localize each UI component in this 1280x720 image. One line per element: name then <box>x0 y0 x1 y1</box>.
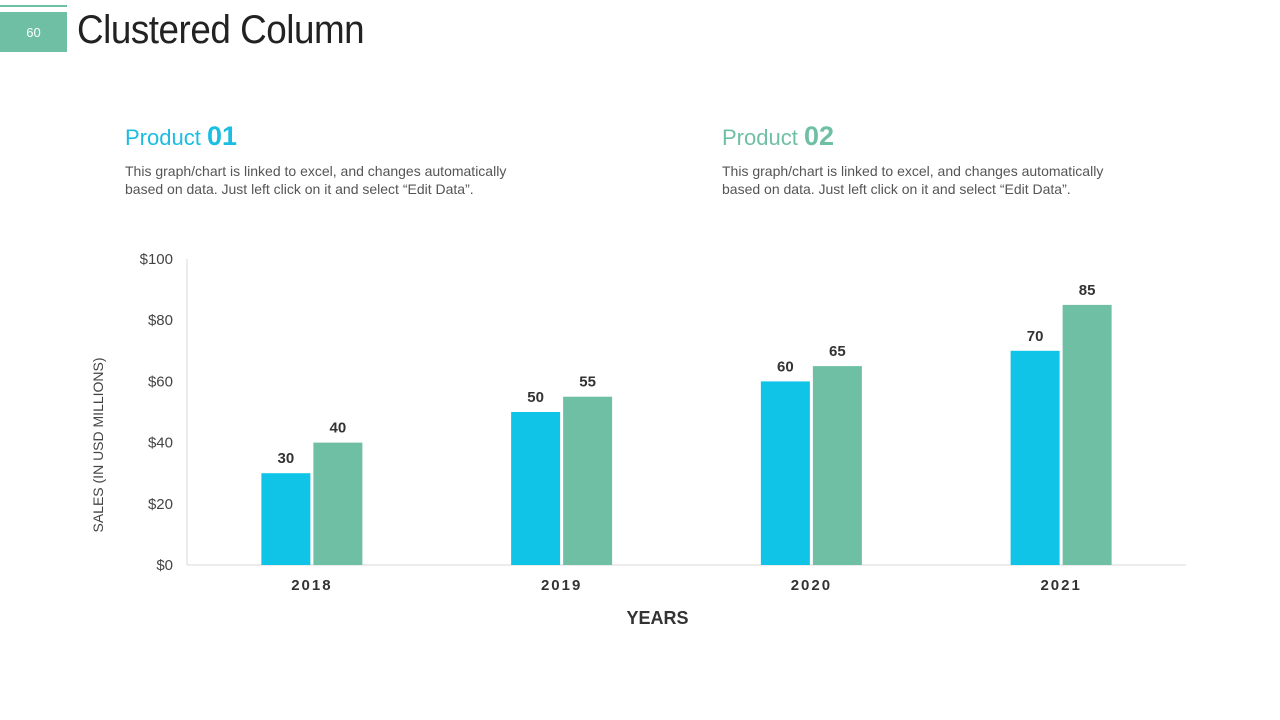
product-01-block: Product 01 This graph/chart is linked to… <box>125 120 545 198</box>
product-01-number: 01 <box>206 121 237 151</box>
bar-series-1 <box>511 412 561 565</box>
y-tick-label: $0 <box>156 557 173 574</box>
data-label: 55 <box>579 374 596 391</box>
bar-series-2 <box>313 442 363 565</box>
y-tick-label: $60 <box>148 373 173 390</box>
bar-series-2 <box>1062 304 1112 565</box>
data-label: 85 <box>1079 282 1096 299</box>
bar-series-2 <box>812 366 862 565</box>
y-tick-label: $80 <box>148 312 173 329</box>
data-label: 70 <box>1027 328 1044 345</box>
data-label: 30 <box>278 450 295 467</box>
bar-series-2 <box>563 396 613 565</box>
y-axis-title: SALES (IN USD MILLIONS) <box>90 357 106 532</box>
x-tick-label: 2020 <box>791 577 832 594</box>
header-accent-line <box>0 5 67 7</box>
product-02-description: This graph/chart is linked to excel, and… <box>722 163 1104 197</box>
page-number-badge: 60 <box>0 12 67 52</box>
bar-series-1 <box>261 473 311 565</box>
product-01-description: This graph/chart is linked to excel, and… <box>125 163 507 197</box>
product-02-number: 02 <box>803 121 834 151</box>
data-label: 40 <box>330 420 347 437</box>
bar-series-1 <box>760 381 810 565</box>
product-02-block: Product 02 This graph/chart is linked to… <box>722 120 1142 198</box>
x-tick-label: 2021 <box>1040 577 1081 594</box>
data-label: 60 <box>777 358 794 375</box>
x-axis-title: YEARS <box>626 608 688 628</box>
data-label: 65 <box>829 343 846 360</box>
x-tick-label: 2019 <box>541 577 582 594</box>
product-01-label: Product <box>125 125 201 150</box>
x-tick-label: 2018 <box>291 577 332 594</box>
data-label: 50 <box>527 389 544 406</box>
product-02-label: Product <box>722 125 798 150</box>
product-02-heading: Product 02 <box>722 120 1142 154</box>
product-01-heading: Product 01 <box>125 120 545 154</box>
y-tick-label: $40 <box>148 435 173 452</box>
y-tick-label: $20 <box>148 496 173 513</box>
y-tick-label: $100 <box>140 251 173 268</box>
bar-series-1 <box>1010 350 1060 565</box>
slide-title: Clustered Column <box>77 8 365 52</box>
